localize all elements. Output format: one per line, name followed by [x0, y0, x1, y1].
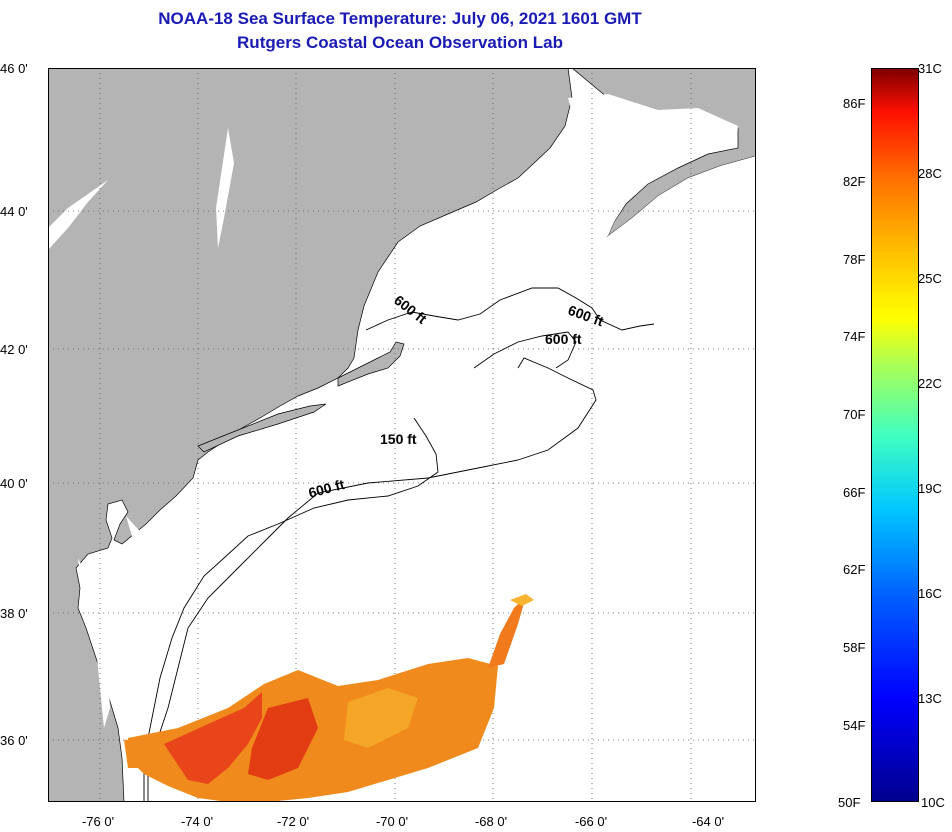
cb-label-f: 78F: [843, 252, 866, 267]
cb-label-f: 74F: [843, 329, 866, 344]
contour-600ft-shelf: [147, 357, 597, 802]
lat-label-44: 44 0': [0, 204, 28, 219]
chesapeake-bay: [78, 558, 110, 728]
lake-champlain: [216, 128, 234, 248]
cb-label-c: 19C: [918, 481, 942, 496]
cb-label-c: 28C: [918, 166, 942, 181]
cb-label-f: 70F: [843, 407, 866, 422]
contour-label-150ft: 150 ft: [380, 431, 417, 447]
cb-label-c: 13C: [918, 691, 942, 706]
delaware-bay: [126, 516, 158, 558]
lon-label-70: -70 0': [375, 814, 409, 829]
lat-label-46: 46 0': [0, 61, 28, 76]
mainland-land: [48, 68, 573, 802]
lon-label-66: -66 0': [574, 814, 608, 829]
sst-patch-cool: [344, 688, 418, 748]
lon-label-72: -72 0': [276, 814, 310, 829]
sst-data-swath: [124, 594, 534, 802]
map-frame: [48, 68, 756, 802]
lon-label-76: -76 0': [81, 814, 115, 829]
lat-lon-grid: [48, 68, 756, 802]
cb-label-f: 50F: [838, 795, 861, 810]
lon-label-64: -64 0': [691, 814, 725, 829]
cb-label-f: 58F: [843, 640, 866, 655]
gulf-st-lawrence: [568, 94, 756, 258]
sst-patch-hot2: [248, 698, 318, 780]
contour-label-600ft-bank: 600 ft: [545, 331, 582, 347]
cb-label-c: 25C: [918, 271, 942, 286]
contour-georges-bank: [473, 331, 577, 369]
temperature-colorbar: [871, 68, 919, 802]
cb-label-c: 31C: [918, 61, 942, 76]
sst-patch-hot: [164, 692, 262, 784]
lat-label-40: 40 0': [0, 476, 28, 491]
lon-label-68: -68 0': [474, 814, 508, 829]
map-title: NOAA-18 Sea Surface Temperature: July 06…: [158, 9, 642, 28]
sst-tip: [510, 594, 534, 606]
depth-contours: [143, 287, 655, 802]
cb-label-f: 86F: [843, 96, 866, 111]
sst-map: 600 ft 600 ft 600 ft 150 ft 600 ft: [48, 68, 756, 802]
map-subtitle: Rutgers Coastal Ocean Observation Lab: [237, 33, 563, 52]
cb-label-c: 10C: [921, 795, 945, 810]
cb-label-f: 62F: [843, 562, 866, 577]
lat-label-42: 42 0': [0, 342, 28, 357]
long-island-land: [197, 403, 327, 453]
cb-label-c: 16C: [918, 586, 942, 601]
contour-150ft-shelf: [143, 417, 439, 802]
cape-cod-land: [337, 341, 405, 387]
cb-label-f: 54F: [843, 718, 866, 733]
lat-label-38: 38 0': [0, 606, 28, 621]
cb-label-c: 22C: [918, 376, 942, 391]
lat-label-36: 36 0': [0, 733, 28, 748]
cb-label-f: 82F: [843, 174, 866, 189]
lake-ontario: [48, 180, 108, 250]
sst-plume: [488, 596, 526, 668]
cb-label-f: 66F: [843, 485, 866, 500]
lon-label-74: -74 0': [180, 814, 214, 829]
sst-edge: [124, 738, 152, 768]
contour-gulf-of-maine: [365, 287, 655, 331]
